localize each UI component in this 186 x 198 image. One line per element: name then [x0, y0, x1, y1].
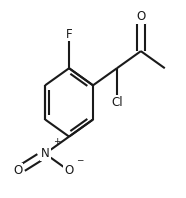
Text: Cl: Cl: [111, 96, 123, 109]
Text: O: O: [64, 164, 74, 177]
Text: F: F: [66, 28, 72, 41]
Text: +: +: [53, 137, 60, 146]
Text: O: O: [136, 10, 145, 23]
Text: O: O: [13, 164, 23, 177]
Text: N: N: [41, 147, 49, 160]
Text: −: −: [76, 155, 84, 164]
